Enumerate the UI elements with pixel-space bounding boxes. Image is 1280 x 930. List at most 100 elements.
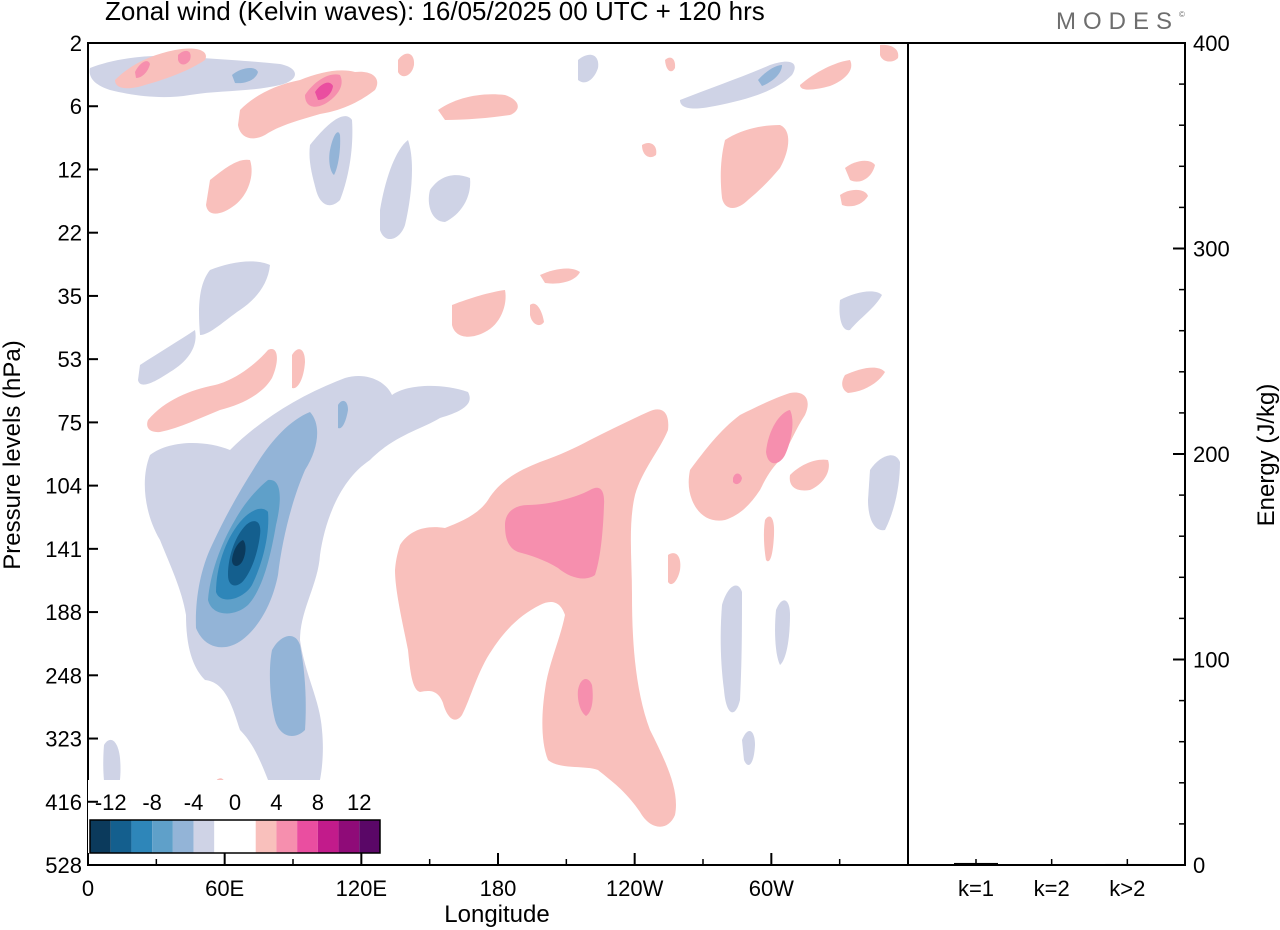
negative-region-mid-4-core <box>338 400 348 429</box>
pressure-tick-label: 104 <box>45 474 82 499</box>
positive-region-upper-6 <box>800 60 852 90</box>
negative-region-right-1 <box>839 291 882 331</box>
positive-region-upper-4 <box>438 94 518 120</box>
pressure-tick-label: 2 <box>70 31 82 56</box>
colorbar-cell <box>338 820 360 853</box>
colorbar-cell <box>152 820 173 853</box>
colorbar-cell <box>110 820 132 853</box>
colorbar-cells <box>89 819 381 854</box>
pressure-tick-label: 323 <box>45 727 82 752</box>
energy-tick-label: 200 <box>1193 442 1230 467</box>
energy-tick-label: 100 <box>1193 648 1230 673</box>
negative-region-right-3 <box>720 585 742 713</box>
pressure-tick-label: 188 <box>45 600 82 625</box>
positive-region-upper-1-core-2 <box>315 82 333 100</box>
colorbar-cell <box>90 820 111 853</box>
colorbar-label: -8 <box>142 790 162 815</box>
colorbar-cell <box>359 820 380 853</box>
colorbar-cell <box>235 820 256 853</box>
logo-mark: © <box>1179 10 1185 19</box>
positive-region-lower-1 <box>763 516 775 562</box>
colorbar-cell <box>297 820 318 853</box>
energy-tick-label: 400 <box>1193 31 1230 56</box>
energy-tick-label: 0 <box>1193 853 1205 878</box>
colorbar-label: 4 <box>270 790 282 815</box>
positive-region-mid-1 <box>147 349 277 433</box>
energy-tick-label: 300 <box>1193 237 1230 262</box>
colorbar-cell <box>172 820 194 853</box>
positive-region-upper-9 <box>398 53 415 77</box>
positive-region-upper-2-core <box>135 61 150 78</box>
colorbar-cell <box>276 820 298 853</box>
colorbar-outline <box>89 819 381 854</box>
modes-logo: MODES© <box>1056 8 1185 36</box>
negative-region-upper-band-2 <box>138 330 196 385</box>
logo-text: MODES <box>1056 8 1180 35</box>
negative-region-lower <box>269 635 306 736</box>
x-axis-title: Longitude <box>444 901 549 928</box>
positive-region-upper-5 <box>720 125 789 208</box>
longitude-tick-label: 0 <box>82 876 94 901</box>
colorbar-cell <box>193 820 215 853</box>
negative-region-core-5 <box>232 540 246 566</box>
positive-region-main <box>395 409 676 827</box>
y-axis-title: Pressure levels (hPa) <box>0 340 26 569</box>
negative-region-mid-1-core <box>329 132 341 175</box>
pressure-tick-label: 6 <box>70 94 82 119</box>
pressure-tick-label: 75 <box>58 410 82 435</box>
colorbar-label: -12 <box>95 790 127 815</box>
pressure-tick-label: 12 <box>58 157 82 182</box>
pressure-axis: 2 6 12 22 35 53 75 104 141 188 248 323 416 528 <box>45 31 98 878</box>
positive-region-mid-3 <box>540 268 580 284</box>
negative-region-upper-band <box>199 261 270 335</box>
energy-category-label: k=1 <box>958 876 994 901</box>
longitude-tick-label: 60W <box>749 876 794 901</box>
positive-region-right-1-core-2 <box>733 473 742 485</box>
pressure-tick-label: 141 <box>45 537 82 562</box>
longitude-tick-label: 60E <box>205 876 244 901</box>
positive-region-mid-4 <box>530 303 544 326</box>
colorbar-labels: -12 -8 -4 0 4 8 12 <box>95 790 372 815</box>
energy-bars: k=1 k=2 k>2 <box>954 859 1150 901</box>
colorbar-cell <box>317 820 339 853</box>
positive-region-right-1-core <box>766 410 793 464</box>
pressure-tick-label: 528 <box>45 853 82 878</box>
positive-region-upper-11 <box>665 57 676 72</box>
positive-region-upper-1 <box>238 70 378 139</box>
negative-region-right-5 <box>775 600 790 665</box>
colorbar-label: 12 <box>347 790 371 815</box>
positive-region-mid-5 <box>292 349 305 389</box>
positive-region-mid-2 <box>452 290 506 337</box>
colorbar: -12 -8 -4 0 4 8 12 <box>88 780 384 856</box>
pressure-tick-label: 35 <box>58 284 82 309</box>
positive-region-core-2 <box>577 678 593 716</box>
longitude-tick-label: 120E <box>336 876 387 901</box>
colorbar-cell <box>131 820 153 853</box>
positive-region-right-4 <box>668 553 681 585</box>
pressure-tick-label: 248 <box>45 663 82 688</box>
negative-region-mid-2 <box>380 140 412 240</box>
colorbar-label: -4 <box>184 790 204 815</box>
positive-region-upper-12 <box>880 44 899 62</box>
pressure-tick-label: 416 <box>45 790 82 815</box>
colorbar-cell <box>214 820 235 853</box>
negative-region-right-4 <box>742 730 755 765</box>
energy-category-label: k=2 <box>1034 876 1070 901</box>
negative-region-right-2 <box>868 455 900 531</box>
longitude-tick-label: 180 <box>480 876 517 901</box>
energy-bar <box>1029 864 1074 866</box>
positive-region-right-3 <box>842 367 885 393</box>
energy-axis-title: Energy (J/kg) <box>1253 384 1280 527</box>
colorbar-label: 0 <box>229 790 241 815</box>
negative-region-top-2 <box>232 68 258 84</box>
pressure-tick-label: 53 <box>58 347 82 372</box>
energy-plot-frame <box>907 42 1186 866</box>
pressure-tick-label: 22 <box>58 221 82 246</box>
positive-region-core-1 <box>505 487 605 579</box>
energy-category-label: k>2 <box>1109 876 1145 901</box>
colorbar-label: 8 <box>312 790 324 815</box>
positive-region-upper-8 <box>840 189 868 207</box>
positive-region-upper-7 <box>845 160 875 182</box>
contour-field <box>89 44 900 827</box>
